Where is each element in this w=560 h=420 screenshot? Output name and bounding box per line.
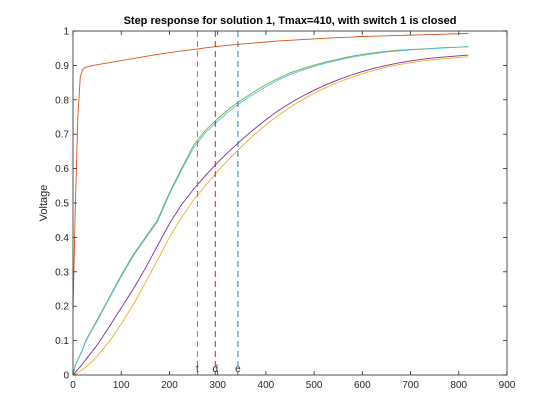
x-tick-label: 700: [402, 380, 419, 391]
series-line-1: [72, 32, 469, 310]
y-tick-label: 0.2: [55, 302, 69, 313]
y-tick-label: 0.3: [55, 267, 69, 278]
x-tick-label: 900: [499, 380, 516, 391]
y-tick-label: 0.1: [55, 336, 69, 347]
y-tick-label: 0.6: [55, 164, 69, 175]
series-line-4: [72, 54, 469, 376]
x-tick-label: 300: [209, 380, 226, 391]
series-line-3: [72, 46, 469, 376]
x-tick-label: 0: [70, 380, 76, 391]
chart-title: Step response for solution 1, Tmax=410, …: [124, 15, 457, 27]
series-layer: [72, 32, 469, 376]
series-line-2: [72, 46, 469, 376]
y-tick-label: 0.8: [55, 95, 69, 106]
y-tick-label: 0.9: [55, 61, 69, 72]
y-tick-label: 1: [63, 27, 69, 38]
y-axis-label: Voltage: [38, 185, 50, 222]
marker-label-e: e: [235, 364, 241, 375]
marker-label-d: d: [212, 364, 218, 375]
x-tick-label: 500: [306, 380, 323, 391]
x-tick-label: 600: [354, 380, 371, 391]
y-tick-label: 0.7: [55, 130, 69, 141]
series-line-5: [72, 56, 469, 376]
axes-background: [73, 31, 507, 375]
x-tick-label: 100: [113, 380, 130, 391]
x-tick-label: 800: [450, 380, 467, 391]
y-tick-label: 0: [63, 371, 69, 382]
marker-label-t: t: [196, 364, 199, 375]
y-tick-label: 0.5: [55, 199, 69, 210]
y-tick-label: 0.4: [55, 233, 69, 244]
ticks-layer: 0 100 200 300 400 500 600 700 800 900 0 0.1 0.2 0.3 0.…: [55, 27, 516, 392]
x-tick-label: 400: [258, 380, 275, 391]
x-tick-label: 200: [161, 380, 178, 391]
